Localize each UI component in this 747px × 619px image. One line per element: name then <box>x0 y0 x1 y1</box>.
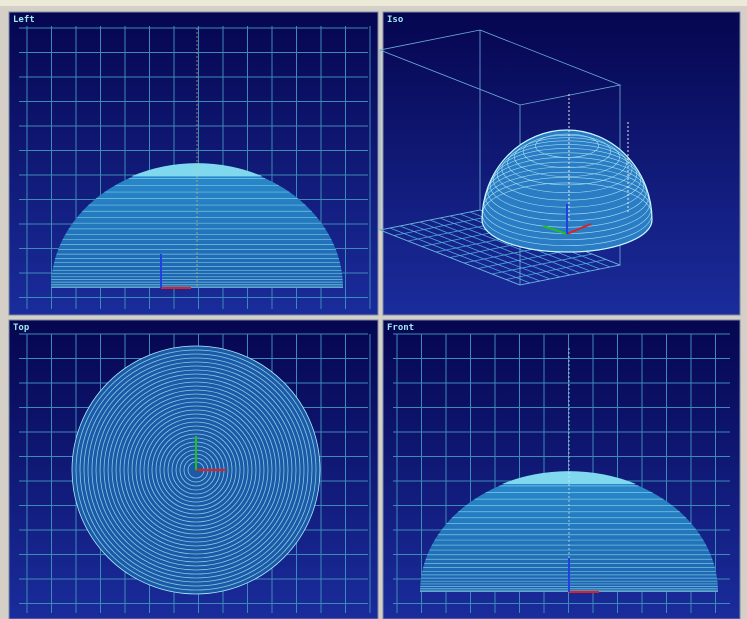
sphere-ring <box>139 413 253 527</box>
sphere-ring <box>95 369 297 571</box>
dome <box>481 129 653 253</box>
viewport-label: Left <box>13 15 35 25</box>
viewport-front[interactable]: Front <box>382 319 741 619</box>
ground-grid <box>389 227 531 284</box>
sphere-ring <box>87 361 305 579</box>
axis-y <box>542 225 568 235</box>
sphere-ring <box>127 401 265 539</box>
sphere-ring <box>75 349 317 591</box>
ground-grid <box>491 253 593 275</box>
sphere-ring <box>143 417 249 523</box>
viewport-label: Top <box>13 323 30 333</box>
sphere-ring <box>91 365 301 575</box>
ground-grid <box>399 225 541 282</box>
dome-ring <box>535 133 599 158</box>
sphere-ring <box>151 425 241 515</box>
dome-ring <box>507 140 627 186</box>
viewport-label: Front <box>387 323 414 333</box>
dome-ring <box>482 177 652 240</box>
sphere-ring <box>119 393 273 547</box>
sphere-ring <box>107 381 285 559</box>
sphere-ring <box>131 405 261 535</box>
sphere-ring <box>115 389 277 551</box>
ground-grid <box>419 221 561 278</box>
ground-grid <box>409 223 551 280</box>
sphere-ring <box>79 353 313 587</box>
viewport-top[interactable]: Top <box>8 319 379 619</box>
viewport-iso[interactable]: Iso <box>378 11 741 316</box>
dome-ring <box>481 182 653 246</box>
sphere-ring <box>103 377 289 563</box>
sphere-ring <box>111 385 281 555</box>
dome-ring <box>501 144 633 193</box>
sphere-ring <box>83 357 309 583</box>
sphere-ring <box>147 421 245 519</box>
sphere-ring <box>159 433 233 507</box>
dome-ring <box>514 137 620 177</box>
ground-grid <box>429 219 571 276</box>
toolbar-edge <box>0 0 747 6</box>
dome-ring <box>522 134 612 168</box>
axis-x <box>566 223 592 235</box>
sphere-ring <box>155 429 237 511</box>
sphere-ring <box>99 373 293 567</box>
dome-ring <box>496 148 638 201</box>
viewport-label: Iso <box>387 15 403 25</box>
sphere-ring <box>135 409 257 531</box>
viewport-left[interactable]: Left <box>8 11 379 316</box>
ground-grid <box>505 259 607 280</box>
sphere-ring <box>123 397 269 543</box>
